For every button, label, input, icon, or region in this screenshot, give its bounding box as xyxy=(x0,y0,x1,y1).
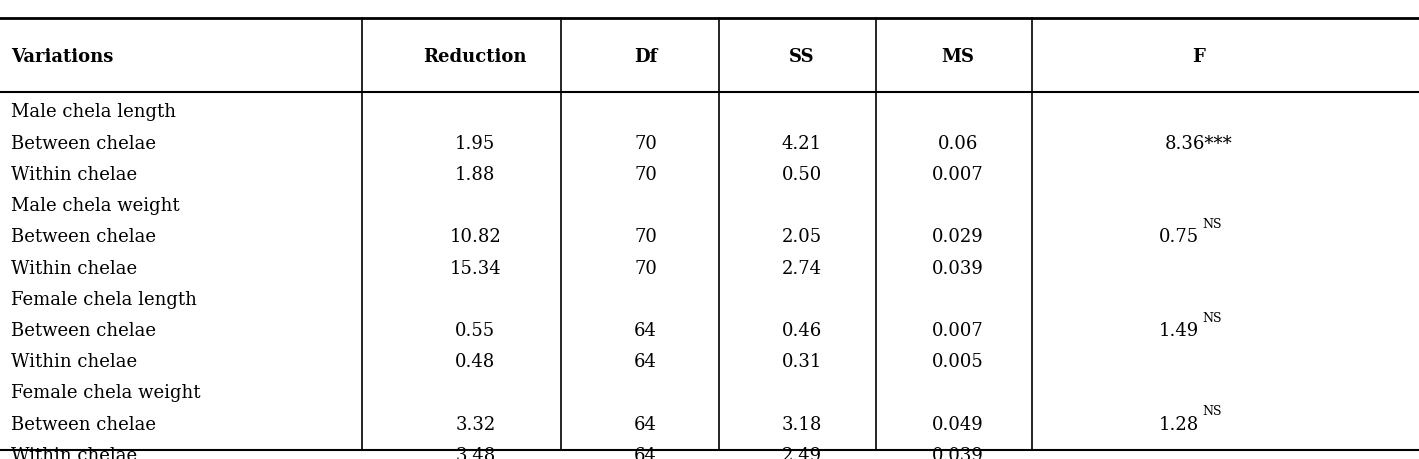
Text: 0.007: 0.007 xyxy=(932,166,983,184)
Text: 3.48: 3.48 xyxy=(455,447,495,459)
Text: Within chelae: Within chelae xyxy=(11,447,138,459)
Text: 1.49: 1.49 xyxy=(1159,322,1199,340)
Text: Within chelae: Within chelae xyxy=(11,166,138,184)
Text: 64: 64 xyxy=(634,353,657,371)
Text: Female chela length: Female chela length xyxy=(11,291,197,309)
Text: SS: SS xyxy=(789,48,815,67)
Text: 2.05: 2.05 xyxy=(782,228,822,246)
Text: 1.88: 1.88 xyxy=(455,166,495,184)
Text: Between chelae: Between chelae xyxy=(11,322,156,340)
Text: 64: 64 xyxy=(634,415,657,434)
Text: 1.95: 1.95 xyxy=(455,134,495,153)
Text: 4.21: 4.21 xyxy=(782,134,822,153)
Text: 64: 64 xyxy=(634,447,657,459)
Text: 3.32: 3.32 xyxy=(455,415,495,434)
Text: Df: Df xyxy=(634,48,657,67)
Text: 70: 70 xyxy=(634,166,657,184)
Text: 0.049: 0.049 xyxy=(932,415,983,434)
Text: 70: 70 xyxy=(634,259,657,278)
Text: 70: 70 xyxy=(634,228,657,246)
Text: Between chelae: Between chelae xyxy=(11,134,156,153)
Text: Female chela weight: Female chela weight xyxy=(11,384,201,403)
Text: 8.36***: 8.36*** xyxy=(1165,134,1233,153)
Text: 0.007: 0.007 xyxy=(932,322,983,340)
Text: 0.75: 0.75 xyxy=(1159,228,1199,246)
Text: Male chela length: Male chela length xyxy=(11,103,176,122)
Text: 0.48: 0.48 xyxy=(455,353,495,371)
Text: Male chela weight: Male chela weight xyxy=(11,197,180,215)
Text: NS: NS xyxy=(1202,218,1222,231)
Text: 0.029: 0.029 xyxy=(932,228,983,246)
Text: 15.34: 15.34 xyxy=(450,259,501,278)
Text: 0.55: 0.55 xyxy=(455,322,495,340)
Text: 0.46: 0.46 xyxy=(782,322,822,340)
Text: 64: 64 xyxy=(634,322,657,340)
Text: NS: NS xyxy=(1202,312,1222,325)
Text: 2.74: 2.74 xyxy=(782,259,822,278)
Text: MS: MS xyxy=(941,48,975,67)
Text: 2.49: 2.49 xyxy=(782,447,822,459)
Text: Within chelae: Within chelae xyxy=(11,353,138,371)
Text: NS: NS xyxy=(1202,405,1222,418)
Text: 0.039: 0.039 xyxy=(932,447,983,459)
Text: 70: 70 xyxy=(634,134,657,153)
Text: Variations: Variations xyxy=(11,48,114,67)
Text: Between chelae: Between chelae xyxy=(11,228,156,246)
Text: F: F xyxy=(1192,48,1206,67)
Text: 0.31: 0.31 xyxy=(782,353,822,371)
Text: 0.06: 0.06 xyxy=(938,134,978,153)
Text: 3.18: 3.18 xyxy=(782,415,822,434)
Text: Within chelae: Within chelae xyxy=(11,259,138,278)
Text: Reduction: Reduction xyxy=(424,48,526,67)
Text: 0.039: 0.039 xyxy=(932,259,983,278)
Text: 1.28: 1.28 xyxy=(1159,415,1199,434)
Text: 0.50: 0.50 xyxy=(782,166,822,184)
Text: 10.82: 10.82 xyxy=(450,228,501,246)
Text: 0.005: 0.005 xyxy=(932,353,983,371)
Text: Between chelae: Between chelae xyxy=(11,415,156,434)
